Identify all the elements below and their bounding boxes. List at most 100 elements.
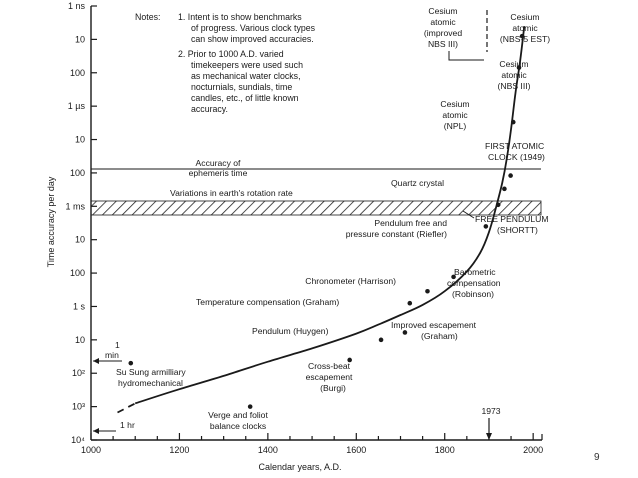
- npl-2: atomic: [442, 110, 468, 120]
- y-tick-label: 1 s: [73, 301, 86, 311]
- x-tick-label: 1000: [81, 445, 101, 455]
- clock-point: [407, 300, 413, 306]
- shortt-2: (SHORTT): [497, 225, 538, 235]
- y-tick-label: 1 ns: [68, 1, 86, 11]
- y-tick-label: 10: [75, 335, 85, 345]
- nbs-improved-1: Cesium: [428, 6, 457, 16]
- y-axis-label: Time accuracy per day: [46, 176, 56, 267]
- susung-2: hydromechanical: [118, 378, 183, 388]
- clock-point: [247, 404, 253, 409]
- x-tick-label: 1200: [169, 445, 189, 455]
- note-1-line-1: 1. Intent is to show benchmarks: [178, 12, 302, 22]
- nbs5-3: (NBS-5 EST): [500, 34, 550, 44]
- note-2-line-6: accuracy.: [191, 104, 228, 114]
- earth-rotation-band: [90, 200, 542, 216]
- note-2-line-2: timekeepers were used such: [191, 60, 303, 70]
- note-2-line-3: as mechanical water clocks,: [191, 71, 301, 81]
- nbs3-1: Cesium: [499, 59, 528, 69]
- clock-point: [347, 357, 352, 363]
- npl-3: (NPL): [444, 121, 467, 131]
- y-tick-group: 1 ns 10 100 1 µs 10 100 1 ms 10 100 1 s 10 10² 10³ 10…: [65, 1, 97, 445]
- y-tick-label: 100: [70, 68, 85, 78]
- quartz-label: Quartz crystal: [391, 178, 444, 188]
- first-atomic-2: CLOCK (1949): [488, 152, 545, 162]
- y-tick-label: 1 ms: [65, 201, 85, 211]
- ephemeris-label-2: ephemeris time: [189, 168, 248, 178]
- verge-1: Verge and foliot: [208, 410, 268, 420]
- y-tick-label: 10: [75, 235, 85, 245]
- clock-point: [495, 202, 501, 208]
- nbs5-2: atomic: [512, 23, 538, 33]
- nbs3-2: atomic: [501, 70, 527, 80]
- y-tick-label: 100: [70, 168, 85, 178]
- clock-point: [508, 173, 513, 178]
- improved-esc-1: Improved escapement: [391, 320, 477, 330]
- huygen-label: Pendulum (Huygen): [252, 326, 329, 336]
- barometric-1: Barometric: [454, 267, 496, 277]
- y-tick-label: 10⁴: [71, 435, 85, 445]
- npl-1: Cesium: [440, 99, 469, 109]
- min-label-2: min: [105, 350, 119, 360]
- crossbeat-1: Cross-beat: [308, 361, 351, 371]
- y-tick-label: 10: [75, 34, 85, 44]
- crossbeat-2: escapement: [306, 372, 353, 382]
- year-1973-arrow-icon: [486, 433, 492, 440]
- min-arrow-icon: [93, 358, 99, 364]
- slide-number: 9: [594, 452, 600, 463]
- min-label-1: 1: [115, 340, 120, 350]
- clock-point: [378, 337, 384, 343]
- nbs-improved-2: atomic: [430, 17, 456, 27]
- nbs3-3: (NBS III): [498, 81, 531, 91]
- nbs-improved-leader: [448, 51, 484, 61]
- clock-point: [128, 360, 134, 366]
- temperature-label: Temperature compensation (Graham): [196, 297, 339, 307]
- barometric-3: (Robinson): [452, 289, 494, 299]
- barometric-2: compensation: [447, 278, 501, 288]
- clock-point: [425, 288, 430, 294]
- clock-point: [451, 274, 456, 280]
- y-tick-label: 10²: [72, 368, 85, 378]
- clock-point: [519, 33, 525, 39]
- y-tick-label: 1 µs: [68, 101, 86, 111]
- improved-esc-2: (Graham): [421, 331, 458, 341]
- x-tick-label: 1800: [435, 445, 455, 455]
- x-tick-label: 1400: [258, 445, 278, 455]
- y-tick-label: 10: [75, 135, 85, 145]
- hr-label: 1 hr: [120, 420, 135, 430]
- shortt-1: FREE PENDULUM: [475, 214, 549, 224]
- accuracy-curve: [134, 25, 526, 405]
- clock-points: [128, 33, 525, 409]
- rotation-label: Variations in earth's rotation rate: [170, 188, 293, 198]
- notes-block: Notes: 1. Intent is to show benchmarks o…: [135, 12, 316, 114]
- nbs5-1: Cesium: [510, 12, 539, 22]
- clock-point: [402, 330, 408, 335]
- verge-2: balance clocks: [210, 421, 266, 431]
- clock-point: [510, 119, 516, 125]
- y-tick-label: 10³: [72, 402, 85, 412]
- crossbeat-3: (Burgi): [320, 383, 346, 393]
- note-2-line-1: 2. Prior to 1000 A.D. varied: [178, 49, 284, 59]
- ephemeris-label-1: Accuracy of: [196, 158, 242, 168]
- clock-point: [502, 186, 507, 192]
- x-axis-label: Calendar years, A.D.: [258, 462, 341, 472]
- note-2-line-4: nocturnials, sundials, time: [191, 82, 292, 92]
- susung-1: Su Sung armilliary: [116, 367, 186, 377]
- riefler-1: Pendulum free and: [374, 218, 447, 228]
- riefler-2: pressure constant (Riefler): [346, 229, 447, 239]
- harrison-label: Chronometer (Harrison): [305, 276, 396, 286]
- x-tick-label: 2000: [523, 445, 543, 455]
- hr-arrow-icon: [93, 428, 99, 434]
- shortt-leader: [462, 210, 475, 219]
- y-tick-label: 100: [70, 268, 85, 278]
- x-tick-group: 1000 1200 1400 1600 1800 2000: [81, 433, 543, 455]
- note-1-line-3: can show improved accuracies.: [191, 34, 314, 44]
- clock-point: [516, 65, 522, 70]
- nbs-improved-4: NBS III): [428, 39, 458, 49]
- nbs-improved-3: (improved: [424, 28, 462, 38]
- note-1-line-2: of progress. Various clock types: [191, 23, 316, 33]
- clock-point: [483, 224, 489, 229]
- accuracy-curve-early: [117, 402, 136, 414]
- first-atomic-1: FIRST ATOMIC: [485, 141, 544, 151]
- year-1973-label: 1973: [481, 406, 500, 416]
